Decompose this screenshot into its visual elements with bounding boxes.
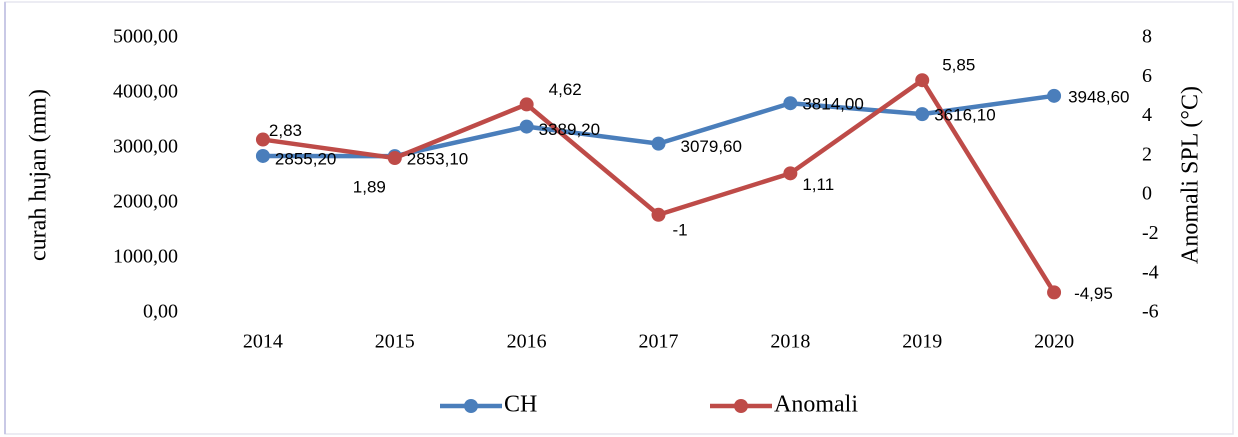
marker: [1047, 88, 1062, 103]
y-axis-label: curah hujan (mm): [26, 89, 52, 261]
data-label: 3814,00: [802, 95, 863, 114]
y2-tick-label: -4: [1142, 261, 1159, 283]
marker: [915, 107, 930, 122]
data-label: 2,83: [269, 121, 302, 140]
y2-tick-label: 0: [1142, 183, 1152, 205]
marker: [783, 166, 798, 181]
data-label: -4,95: [1074, 284, 1113, 303]
y2-tick-label: 6: [1142, 65, 1152, 87]
x-tick-label: 2019: [902, 331, 942, 353]
marker: [255, 132, 270, 147]
x-tick-label: 2014: [243, 331, 283, 353]
marker: [783, 96, 798, 111]
data-label: 2853,10: [407, 150, 468, 169]
marker: [387, 151, 402, 166]
x-tick-label: 2015: [375, 331, 415, 353]
x-tick-label: 2018: [770, 331, 810, 353]
y-tick-label: 1000,00: [113, 246, 178, 268]
x-tick-label: 2017: [639, 331, 679, 353]
marker: [519, 97, 534, 112]
data-label: 3079,60: [681, 137, 742, 156]
marker: [651, 136, 666, 151]
marker: [915, 73, 930, 88]
y-tick-label: 2000,00: [113, 191, 178, 213]
data-label: 1,11: [802, 175, 834, 194]
legend-marker: [464, 399, 478, 413]
data-label: 3389,20: [539, 120, 600, 139]
data-label: 1,89: [353, 178, 386, 197]
marker: [519, 119, 534, 134]
marker: [1047, 285, 1062, 300]
y-tick-label: 0,00: [143, 301, 178, 323]
y2-tick-label: 2: [1142, 143, 1152, 165]
data-label: 3616,10: [934, 106, 995, 125]
data-label: 4,62: [549, 80, 582, 99]
x-tick-label: 2020: [1034, 331, 1074, 353]
data-label: 5,85: [942, 56, 975, 75]
y2-tick-label: -6: [1142, 301, 1159, 323]
marker: [255, 148, 270, 163]
y2-axis-label: Anomali SPL (°C): [1178, 86, 1204, 264]
y2-tick-label: 8: [1142, 26, 1152, 48]
y2-tick-label: 4: [1142, 104, 1152, 126]
marker: [651, 207, 666, 222]
y-tick-label: 4000,00: [113, 81, 178, 103]
legend-label: Anomali: [774, 392, 858, 418]
y2-tick-label: -2: [1142, 222, 1159, 244]
data-label: -1: [673, 220, 688, 239]
data-label: 3948,60: [1068, 87, 1129, 106]
y-tick-label: 3000,00: [113, 136, 178, 158]
legend-marker: [734, 399, 748, 413]
y-tick-label: 5000,00: [113, 26, 178, 48]
chart-frame: [4, 1, 1234, 435]
x-tick-label: 2016: [507, 331, 547, 353]
legend-label: CH: [504, 392, 537, 418]
data-label: 2855,20: [275, 149, 336, 168]
